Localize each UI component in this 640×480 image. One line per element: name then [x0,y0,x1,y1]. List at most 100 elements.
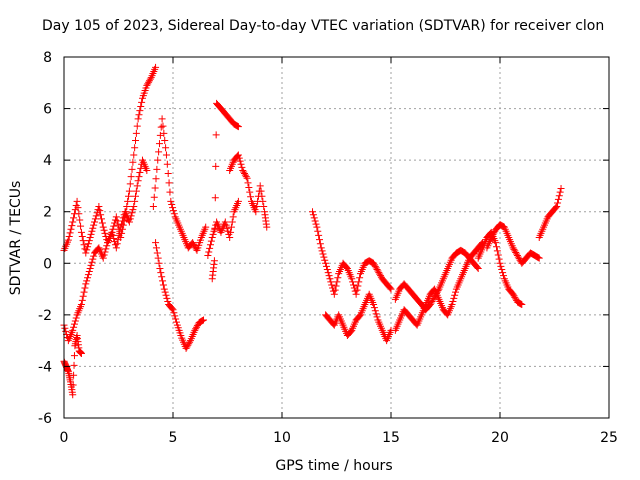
data-point [191,326,199,334]
data-point [489,230,497,238]
data-point [511,247,519,255]
data-point [210,257,218,265]
y-axis-title: SDTVAR / TECUs [8,181,24,296]
data-point [374,267,382,275]
data-point [126,215,134,223]
data-point [234,123,242,131]
data-point [131,144,139,152]
data-point [152,244,160,252]
y-tick-label: -4 [38,359,52,375]
data-point [202,223,210,231]
data-point [169,204,177,212]
data-point [130,151,138,159]
data-point [509,244,517,252]
data-point [77,222,85,230]
data-point [253,203,261,211]
data-point [69,391,77,399]
data-point [81,284,89,292]
data-point [211,225,219,233]
x-tick-label: 15 [382,430,400,446]
data-point [151,184,159,192]
data-point [428,297,436,305]
data-point [124,197,132,205]
data-point [84,243,92,251]
data-point [534,254,542,262]
data-point [324,269,332,277]
data-point [184,341,192,349]
data-point [356,312,364,320]
data-point [75,210,83,218]
data-point [499,272,507,280]
data-point [321,256,329,264]
data-point [516,300,524,308]
data-point [129,158,137,166]
data-point [126,180,134,188]
data-point [91,215,99,223]
data-point [86,264,94,272]
data-point [234,122,242,130]
data-point [245,183,253,191]
data-point [199,317,207,325]
y-tick-label: 6 [43,102,52,118]
data-point [83,277,91,285]
data-point [200,316,208,324]
data-point [189,240,197,248]
data-point [113,240,121,248]
data-point [134,177,142,185]
data-point [370,259,378,267]
data-point [186,338,194,346]
data-point [84,271,92,279]
data-point [164,170,172,178]
data-point [351,287,359,295]
data-point [317,244,325,252]
data-point [241,170,249,178]
data-point [86,234,94,241]
data-point [78,296,86,304]
data-point [343,263,351,271]
data-point [260,203,268,211]
data-point [112,244,120,252]
data-point [315,236,323,244]
data-point [328,281,336,289]
data-point [370,304,378,312]
series-track-h [226,151,271,231]
data-point [162,144,170,152]
data-point [145,77,153,85]
data-point [322,259,330,267]
data-point [198,317,206,325]
data-point [510,245,518,253]
data-point [319,250,327,258]
data-point [84,240,92,248]
data-point [334,274,342,282]
data-point [332,282,340,290]
x-tick-label: 5 [169,430,178,446]
data-point [172,318,180,326]
data-point [206,244,214,252]
data-point [127,173,135,181]
data-point [512,248,520,256]
data-point [533,253,541,261]
data-point [128,165,136,173]
data-point [79,237,87,245]
data-point [553,203,561,211]
data-point [488,232,496,240]
data-point [387,285,395,293]
data-point [153,249,161,257]
series-track-i [309,208,395,298]
y-tick-label: -2 [38,308,52,324]
data-point [157,269,165,277]
data-point [554,195,562,203]
data-point [85,237,93,245]
data-point [493,247,501,255]
data-point [98,219,106,227]
data-point [152,175,160,183]
data-point [136,107,144,115]
data-point [73,197,81,205]
data-point [80,288,88,296]
y-tick-label: 4 [43,153,52,169]
data-point [132,129,140,137]
data-point [234,197,242,205]
data-point [494,251,502,259]
data-point [146,75,154,83]
